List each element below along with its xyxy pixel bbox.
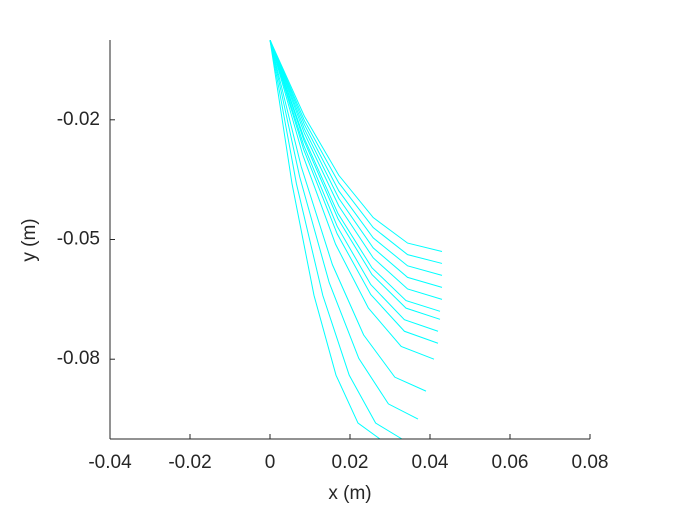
curve [269, 40, 441, 312]
curve [269, 40, 439, 344]
curve [269, 40, 419, 420]
curve [269, 40, 427, 392]
curve [269, 40, 439, 332]
x-tick-label: 0 [265, 452, 276, 473]
curve [269, 40, 381, 439]
curve [269, 40, 443, 288]
curve [269, 40, 443, 264]
curve [269, 40, 441, 320]
x-tick-label: 0.02 [332, 452, 369, 473]
y-tick-label: -0.08 [57, 348, 100, 369]
curve [269, 40, 403, 439]
curve [269, 40, 443, 276]
y-tick-label: -0.02 [57, 109, 100, 130]
y-tick-label: -0.05 [57, 229, 100, 250]
x-tick-label: -0.04 [88, 452, 132, 473]
curve [269, 40, 443, 300]
x-tick-label: -0.02 [168, 452, 211, 473]
curve [269, 40, 435, 360]
x-tick-label: 0.04 [412, 452, 449, 473]
x-tick-label: 0.06 [492, 452, 529, 473]
curve [269, 40, 443, 252]
x-axis-label: x (m) [328, 483, 371, 504]
x-tick-label: 0.08 [572, 452, 609, 473]
plot-area [269, 40, 443, 439]
y-axis-label: y (m) [19, 218, 40, 261]
